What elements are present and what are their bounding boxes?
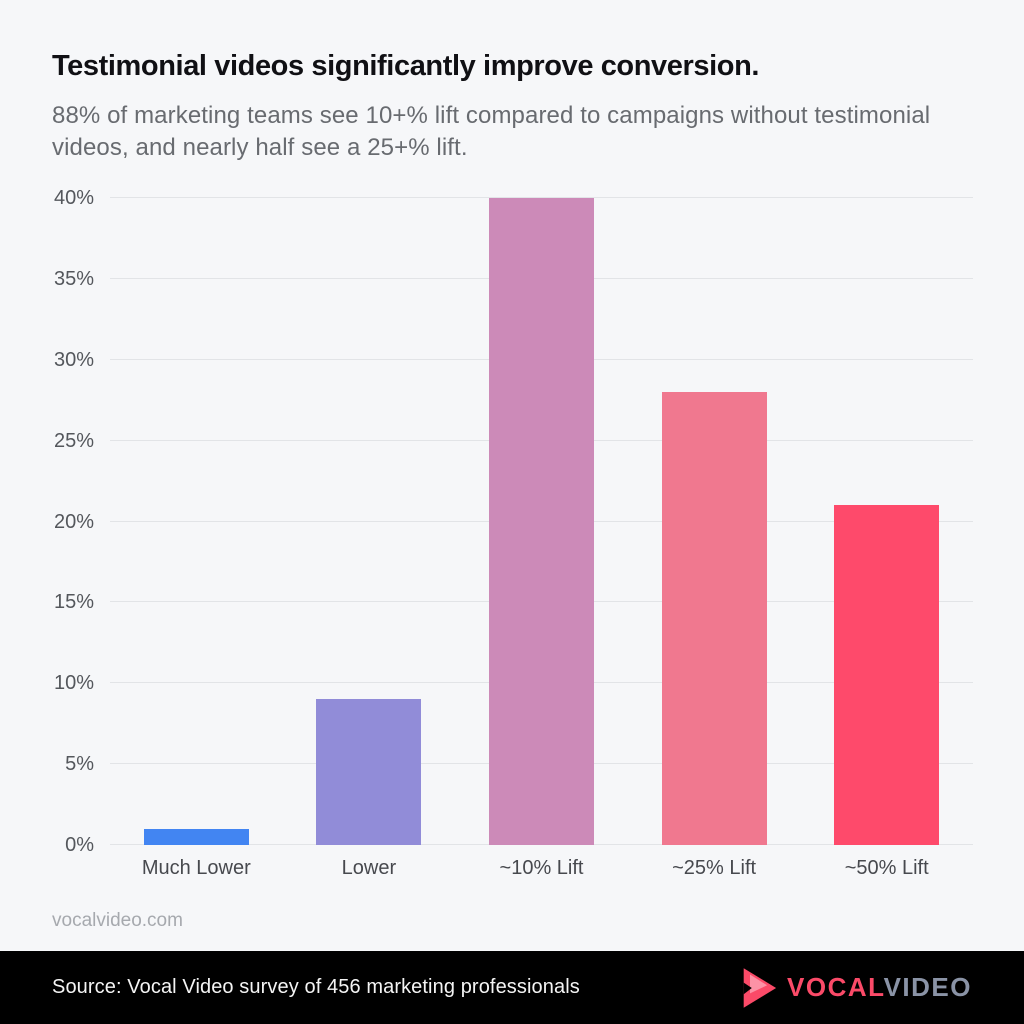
- x-axis-tick-label: Lower: [341, 857, 397, 879]
- logo-word-secondary: VIDEO: [883, 972, 972, 1002]
- y-axis-tick-label: 5%: [65, 753, 94, 776]
- page-title: Testimonial videos significantly improve…: [52, 50, 760, 82]
- source-attribution: Source: Vocal Video survey of 456 market…: [52, 976, 580, 998]
- vocal-video-logo: VOCALVIDEO: [741, 967, 972, 1009]
- y-axis-tick-label: 0%: [65, 834, 94, 856]
- y-axis-tick-label: 35%: [53, 267, 94, 290]
- logo-wordmark: VOCALVIDEO: [787, 972, 972, 1003]
- x-axis-tick-label: ~25% Lift: [672, 857, 757, 879]
- bar--50-lift: [834, 505, 940, 845]
- logo-word-primary: VOCAL: [787, 972, 884, 1002]
- bar-much-lower: [143, 828, 249, 845]
- y-axis-tick-label: 15%: [53, 591, 94, 614]
- bar-chart: 0% 5% 10% 15% 20% 25% 30% 35% 40% Much Lower Lower…: [54, 188, 973, 879]
- y-axis-tick-label: 30%: [53, 348, 94, 371]
- footer-bar: Source: Vocal Video survey of 456 market…: [0, 951, 1024, 1024]
- play-icon: [741, 967, 777, 1009]
- website-url: vocalvideo.com: [52, 910, 183, 931]
- bar--25-lift: [661, 392, 767, 845]
- x-axis-tick-label: ~10% Lift: [499, 857, 584, 879]
- y-axis-tick-label: 10%: [53, 672, 94, 695]
- page-subtitle: 88% of marketing teams see 10+% lift com…: [52, 102, 931, 161]
- bar-lower: [316, 699, 422, 845]
- y-axis-tick-label: 20%: [53, 510, 94, 533]
- bar--10-lift: [489, 198, 594, 845]
- x-axis-tick-label: Much Lower: [141, 857, 251, 879]
- y-axis-tick-label: 25%: [53, 429, 94, 452]
- gridline: [110, 197, 973, 198]
- y-axis-tick-label: 40%: [53, 187, 94, 209]
- x-axis-tick-label: ~50% Lift: [844, 857, 929, 879]
